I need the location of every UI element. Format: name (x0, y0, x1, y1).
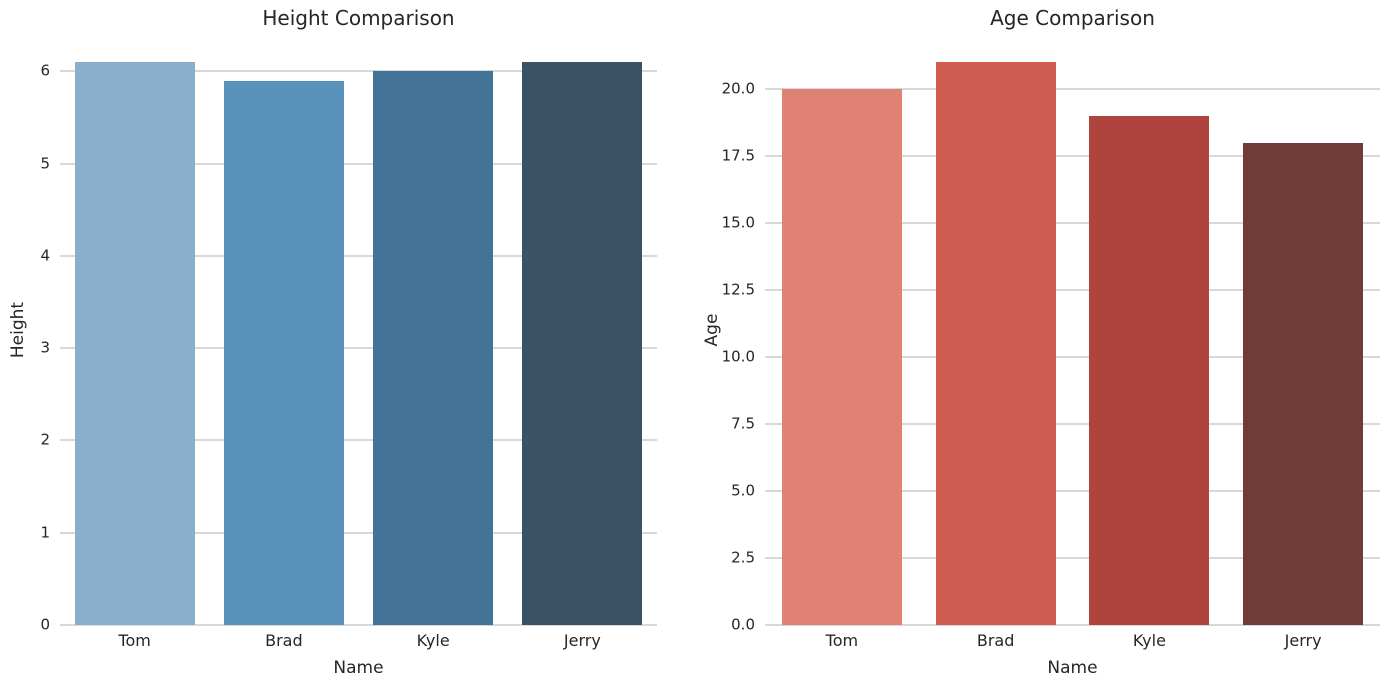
x-tick-label: Jerry (1284, 631, 1322, 650)
x-tick-label: Jerry (563, 631, 601, 650)
chart-title: Age Comparison (990, 6, 1155, 30)
x-tick-label: Tom (825, 631, 859, 650)
y-tick-label: 12.5 (721, 280, 755, 299)
x-tick-label: Tom (118, 631, 151, 650)
gridline (60, 254, 657, 257)
gridline (765, 154, 1380, 157)
bar-slot (209, 34, 358, 625)
y-tick-label: 0.0 (731, 615, 755, 634)
bar-jerry (1243, 142, 1364, 625)
age-comparison-chart: Age Comparison Age 0.0 2.5 5.0 7.5 10.0 12.5 1… (660, 0, 1389, 690)
bar-slot (60, 34, 209, 625)
gridline (765, 490, 1380, 492)
chart-title: Height Comparison (262, 6, 455, 30)
gridline (60, 347, 657, 350)
bar-kyle (1089, 115, 1210, 625)
y-tick-label: 2.5 (731, 548, 755, 567)
bars-group (60, 34, 657, 625)
bar-slot (1073, 34, 1227, 625)
y-tick-label: 10.0 (721, 347, 755, 366)
y-axis: 0 1 2 3 4 5 6 (0, 34, 50, 632)
bars-group (765, 34, 1380, 625)
x-tick-label: Kyle (1132, 631, 1166, 650)
gridline (765, 624, 1380, 626)
y-tick-label: 20.0 (721, 79, 755, 98)
bar-slot (1226, 34, 1380, 625)
bar-brad (935, 62, 1056, 625)
gridline (60, 439, 657, 442)
y-tick-label: 3 (40, 338, 50, 357)
bar-brad (223, 80, 344, 625)
x-axis: Tom Brad Kyle Jerry (765, 631, 1380, 650)
bar-slot (765, 34, 919, 625)
gridline (765, 557, 1380, 559)
x-tick-label: Kyle (416, 631, 450, 650)
y-tick-label: 1 (40, 523, 50, 542)
y-tick-label: 6 (40, 61, 50, 80)
y-tick-label: 4 (40, 246, 50, 265)
y-tick-label: 5 (40, 154, 50, 173)
y-tick-label: 7.5 (731, 414, 755, 433)
x-axis: Tom Brad Kyle Jerry (60, 631, 657, 650)
gridline (60, 624, 657, 626)
bar-slot (359, 34, 508, 625)
x-tick-label: Brad (976, 631, 1015, 650)
x-tick-label: Brad (265, 631, 303, 650)
gridline (765, 221, 1380, 224)
gridline (60, 70, 657, 73)
plot-area (765, 34, 1380, 626)
bar-tom (781, 88, 902, 625)
y-axis: 0.0 2.5 5.0 7.5 10.0 12.5 15.0 17.5 20.0 (660, 34, 755, 632)
x-axis-label: Name (1047, 658, 1098, 678)
bar-tom (74, 62, 195, 625)
x-axis-label: Name (333, 658, 384, 678)
gridline (765, 355, 1380, 358)
gridline (60, 531, 657, 534)
bar-slot (919, 34, 1073, 625)
y-tick-label: 15.0 (721, 213, 755, 232)
gridline (765, 87, 1380, 90)
bar-slot (508, 34, 657, 625)
gridline (60, 162, 657, 165)
gridline (765, 422, 1380, 425)
bar-kyle (373, 71, 494, 625)
gridline (765, 288, 1380, 291)
bar-jerry (522, 62, 643, 625)
y-tick-label: 17.5 (721, 146, 755, 165)
y-tick-label: 0 (40, 615, 50, 634)
y-tick-label: 2 (40, 430, 50, 449)
plot-area (60, 34, 657, 626)
y-tick-label: 5.0 (731, 481, 755, 500)
